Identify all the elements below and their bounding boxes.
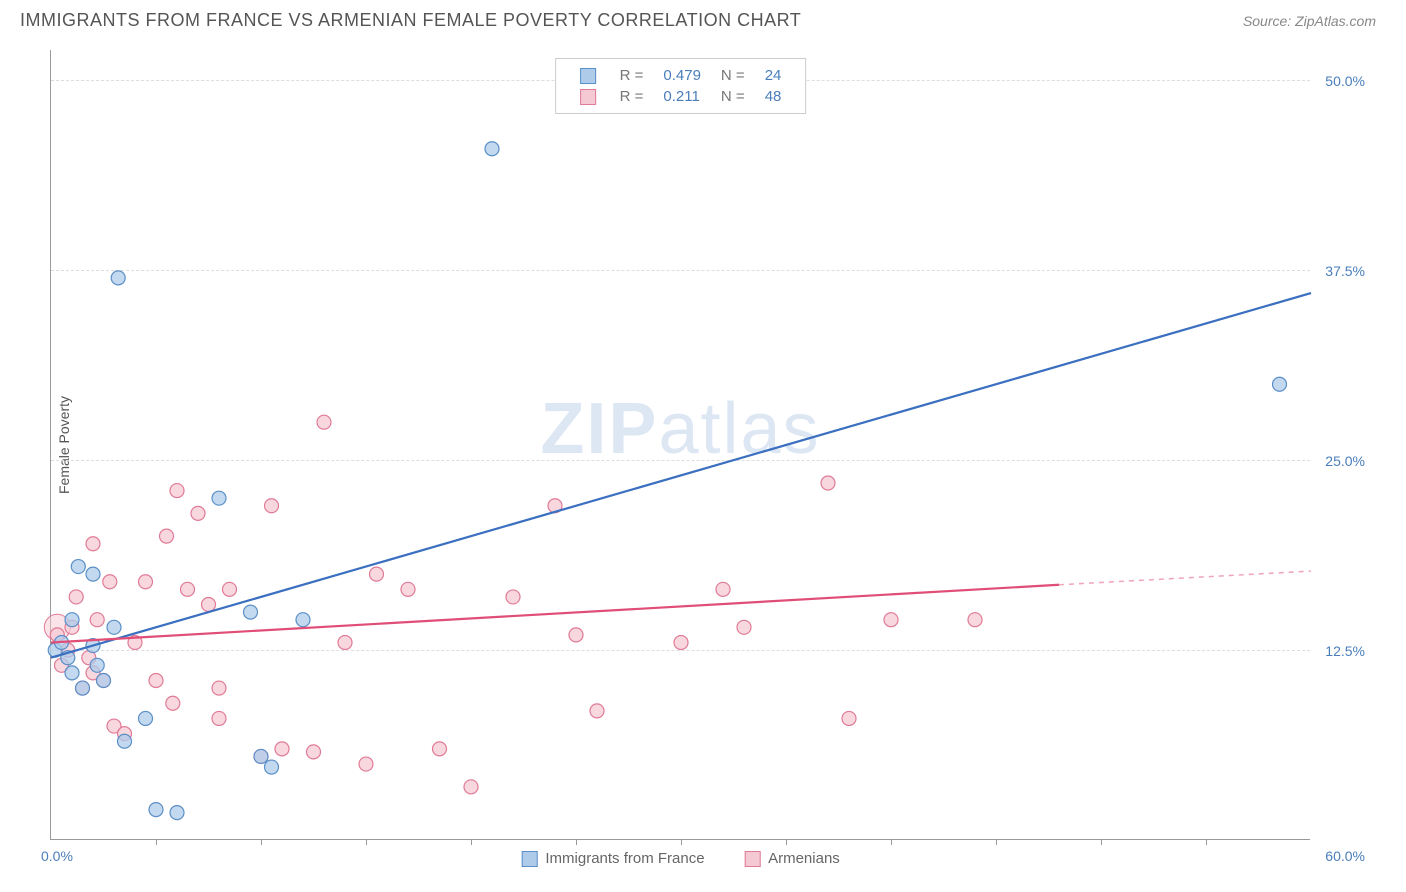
x-tick [891,839,892,845]
trend-line-france [51,293,1311,658]
data-point-france [71,560,85,574]
chart-header: IMMIGRANTS FROM FRANCE VS ARMENIAN FEMAL… [0,0,1406,36]
legend-row-france: R = 0.479 N = 24 [570,65,792,86]
data-point-armenians [569,628,583,642]
x-tick [156,839,157,845]
data-point-france [65,666,79,680]
data-point-armenians [317,415,331,429]
data-point-france [139,711,153,725]
legend-row-armenians: R = 0.211 N = 48 [570,86,792,107]
data-point-france [86,567,100,581]
data-point-armenians [590,704,604,718]
trend-line-dash-armenians [1059,571,1311,585]
swatch-armenians [580,89,596,105]
data-point-armenians [191,506,205,520]
data-point-france [107,620,121,634]
correlation-legend: R = 0.479 N = 24 R = 0.211 N = 48 [555,58,807,114]
legend-item-france: Immigrants from France [521,850,704,867]
legend-item-armenians: Armenians [745,850,840,867]
data-point-armenians [401,582,415,596]
data-point-armenians [86,537,100,551]
data-point-france [296,613,310,627]
data-point-armenians [223,582,237,596]
data-point-armenians [506,590,520,604]
data-point-armenians [69,590,83,604]
data-point-armenians [370,567,384,581]
data-point-armenians [170,484,184,498]
data-point-armenians [307,745,321,759]
x-axis-min-label: 0.0% [41,848,73,864]
x-tick [366,839,367,845]
data-point-france [149,803,163,817]
data-point-france [111,271,125,285]
x-tick [261,839,262,845]
x-tick [1206,839,1207,845]
data-point-armenians [202,598,216,612]
series-legend: Immigrants from France Armenians [503,850,858,867]
data-point-armenians [674,636,688,650]
data-point-france [212,491,226,505]
x-tick [576,839,577,845]
data-point-armenians [464,780,478,794]
swatch-france-icon [521,851,537,867]
x-tick [471,839,472,845]
data-point-armenians [139,575,153,589]
data-point-france [244,605,258,619]
scatter-svg [51,50,1310,839]
data-point-armenians [265,499,279,513]
data-point-france [170,806,184,820]
data-point-france [118,734,132,748]
y-tick-label: 12.5% [1325,643,1365,659]
data-point-france [65,613,79,627]
data-point-armenians [359,757,373,771]
data-point-armenians [338,636,352,650]
data-point-armenians [821,476,835,490]
data-point-armenians [166,696,180,710]
data-point-armenians [716,582,730,596]
y-tick-label: 37.5% [1325,263,1365,279]
swatch-france [580,68,596,84]
data-point-france [265,760,279,774]
data-point-france [1273,377,1287,391]
swatch-armenians-icon [745,851,761,867]
data-point-armenians [103,575,117,589]
data-point-armenians [968,613,982,627]
plot-region: ZIPatlas 12.5%25.0%37.5%50.0% 0.0% 60.0%… [50,50,1310,840]
x-tick [1101,839,1102,845]
x-tick [681,839,682,845]
chart-source: Source: ZipAtlas.com [1243,13,1376,29]
data-point-armenians [212,711,226,725]
data-point-armenians [160,529,174,543]
y-tick-label: 25.0% [1325,453,1365,469]
data-point-france [76,681,90,695]
data-point-france [90,658,104,672]
y-tick-label: 50.0% [1325,73,1365,89]
data-point-armenians [433,742,447,756]
data-point-france [97,673,111,687]
chart-title: IMMIGRANTS FROM FRANCE VS ARMENIAN FEMAL… [20,10,801,31]
x-axis-max-label: 60.0% [1325,848,1365,864]
data-point-armenians [212,681,226,695]
chart-area: Female Poverty ZIPatlas 12.5%25.0%37.5%5… [50,50,1370,840]
data-point-france [485,142,499,156]
data-point-armenians [149,673,163,687]
data-point-armenians [884,613,898,627]
x-tick [996,839,997,845]
x-tick [786,839,787,845]
data-point-armenians [181,582,195,596]
data-point-armenians [737,620,751,634]
data-point-armenians [275,742,289,756]
data-point-armenians [90,613,104,627]
data-point-france [254,749,268,763]
data-point-armenians [842,711,856,725]
